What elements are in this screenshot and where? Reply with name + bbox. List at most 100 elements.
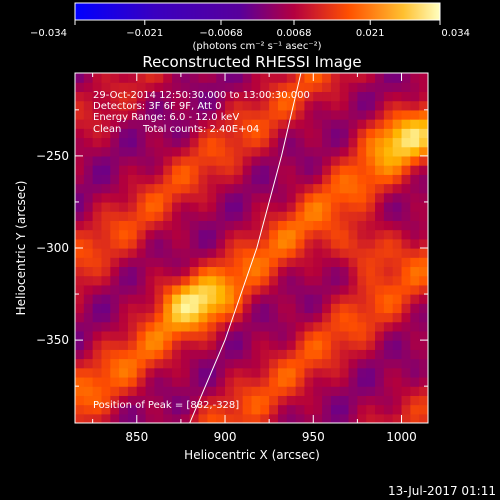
heatmap-cell	[313, 183, 323, 194]
heatmap-cell	[101, 165, 111, 175]
heatmap-cell	[233, 155, 244, 166]
heatmap-cell	[127, 192, 138, 203]
heatmap-cell	[269, 220, 279, 231]
heatmap-cell	[401, 284, 411, 295]
heatmap-cell	[145, 413, 156, 423]
heatmap-cell	[154, 248, 164, 258]
heatmap-cell	[383, 128, 394, 139]
heatmap-cell	[119, 119, 129, 129]
heatmap-cell	[339, 340, 350, 350]
heatmap-cell	[242, 303, 253, 314]
heatmap-cell	[410, 220, 420, 231]
heatmap-cell	[110, 248, 120, 258]
annotation-energy: Energy Range: 6.0 - 12.0 keV	[93, 112, 239, 123]
heatmap-cell	[145, 128, 156, 139]
heatmap-cell	[83, 220, 94, 231]
heatmap-cell	[180, 109, 191, 120]
heatmap-cell	[277, 321, 288, 332]
heatmap-cell	[189, 192, 200, 203]
heatmap-cell	[127, 303, 138, 314]
heatmap-cell	[127, 257, 138, 268]
heatmap-cell	[163, 404, 173, 415]
heatmap-cell	[348, 109, 358, 120]
heatmap-cell	[330, 165, 341, 175]
heatmap-cell	[251, 174, 261, 185]
heatmap-cell	[286, 119, 297, 129]
heatmap-cell	[269, 82, 279, 93]
heatmap-cell	[145, 330, 156, 341]
heatmap-cell	[225, 238, 235, 249]
heatmap-cell	[75, 358, 85, 369]
heatmap-cell	[330, 275, 341, 286]
heatmap-cell	[172, 192, 182, 203]
heatmap-cell	[145, 312, 156, 323]
heatmap-cell	[216, 404, 226, 415]
heatmap-cell	[277, 266, 288, 277]
heatmap-cell	[251, 165, 261, 175]
heatmap-cell	[189, 91, 200, 102]
heatmap-cell	[313, 257, 323, 268]
heatmap-cell	[269, 211, 279, 221]
heatmap-cell	[348, 413, 358, 423]
heatmap-cell	[348, 358, 358, 369]
heatmap-cell	[145, 192, 156, 203]
heatmap-cell	[110, 119, 120, 129]
heatmap-cell	[101, 294, 111, 304]
heatmap-cell	[357, 376, 367, 387]
heatmap-cell	[92, 413, 103, 423]
heatmap-cell	[145, 266, 156, 277]
heatmap-cell	[277, 183, 288, 194]
heatmap-cell	[172, 229, 182, 240]
heatmap-cell	[313, 404, 323, 415]
heatmap-cell	[92, 303, 103, 314]
heatmap-cell	[101, 220, 111, 231]
heatmap-cell	[295, 358, 306, 369]
heatmap-cell	[145, 294, 156, 304]
heatmap-cell	[101, 155, 111, 166]
heatmap-cell	[145, 367, 156, 378]
heatmap-cell	[383, 155, 394, 166]
heatmap-cell	[92, 155, 103, 166]
heatmap-cell	[180, 119, 191, 129]
heatmap-cell	[348, 220, 358, 231]
heatmap-cell	[251, 395, 261, 406]
heatmap-cell	[119, 109, 129, 120]
heatmap-cell	[277, 284, 288, 295]
heatmap-cell	[233, 386, 244, 396]
heatmap-cell	[136, 386, 147, 396]
heatmap-cell	[75, 119, 85, 129]
heatmap-cell	[304, 349, 314, 360]
heatmap-cell	[92, 146, 103, 157]
heatmap-cell	[269, 284, 279, 295]
heatmap-cell	[339, 201, 350, 212]
heatmap-cell	[419, 330, 428, 341]
heatmap-cell	[233, 119, 244, 129]
heatmap-cell	[145, 284, 156, 295]
heatmap-cell	[410, 349, 420, 360]
annotation-time: 29-Oct-2014 12:50:30.000 to 13:00:30.000	[93, 90, 310, 101]
heatmap-cell	[295, 155, 306, 166]
heatmap-cell	[83, 275, 94, 286]
heatmap-cell	[401, 155, 411, 166]
heatmap-cell	[260, 340, 270, 350]
heatmap-cell	[207, 201, 217, 212]
heatmap-cell	[392, 257, 403, 268]
heatmap-cell	[154, 229, 164, 240]
heatmap-cell	[392, 312, 403, 323]
heatmap-cell	[163, 330, 173, 341]
heatmap-cell	[225, 165, 235, 175]
heatmap-cell	[366, 321, 376, 332]
heatmap-cell	[304, 119, 314, 129]
heatmap-cell	[127, 367, 138, 378]
heatmap-cell	[260, 275, 270, 286]
heatmap-cell	[110, 238, 120, 249]
heatmap-cell	[419, 284, 428, 295]
heatmap-cell	[330, 73, 341, 83]
heatmap-cell	[110, 395, 120, 406]
heatmap-cell	[322, 73, 332, 83]
heatmap-cell	[295, 376, 306, 387]
heatmap-cell	[83, 82, 94, 93]
heatmap-cell	[419, 404, 428, 415]
heatmap-cell	[75, 100, 85, 111]
